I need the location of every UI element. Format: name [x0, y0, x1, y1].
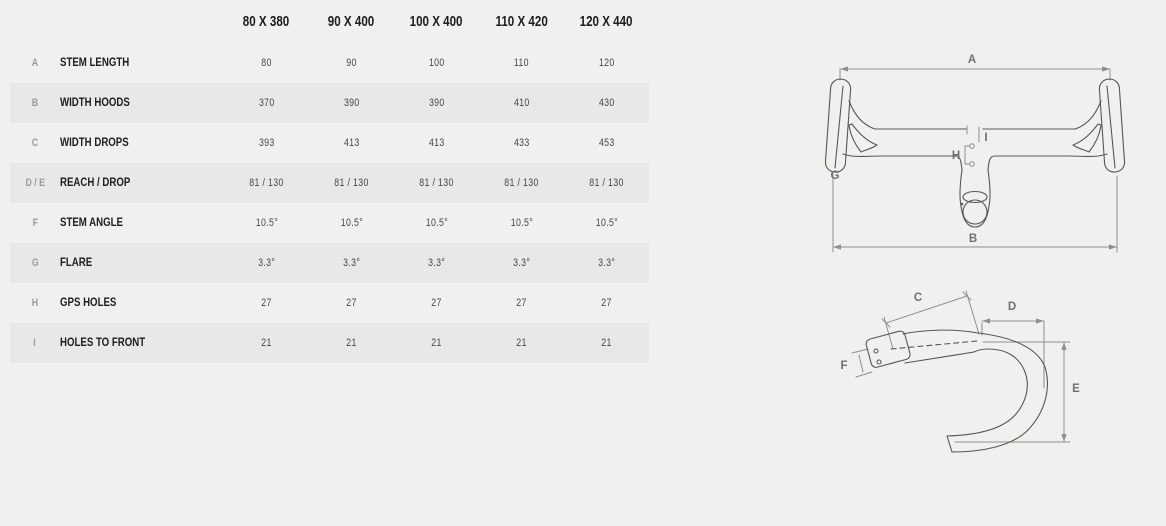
- row-label: HOLES TO FRONT: [60, 337, 146, 349]
- cell-value: 81 / 130: [419, 177, 454, 189]
- cell-value: 110: [514, 57, 529, 69]
- column-header-size-4: 110 X 420: [495, 13, 548, 30]
- column-header-size-1: 80 X 380: [243, 13, 290, 30]
- row-key: D / E: [25, 177, 45, 189]
- cell-value: 81 / 130: [249, 177, 284, 189]
- row-key: F: [32, 217, 38, 229]
- dimension-d-label: D: [1008, 301, 1016, 313]
- cell-value: 81 / 130: [334, 177, 369, 189]
- handlebar-side-outline: [865, 329, 1048, 453]
- cell-value: 90: [346, 57, 357, 69]
- cell-value: 433: [513, 137, 530, 149]
- cell-value: 413: [428, 137, 445, 149]
- row-key: C: [31, 137, 39, 149]
- cell-value: 430: [598, 97, 615, 109]
- dimension-d: D: [981, 301, 1045, 389]
- cell-value: 21: [346, 337, 357, 349]
- dimension-i: I: [966, 125, 988, 144]
- cell-value: 10.5°: [340, 217, 363, 229]
- row-label: GPS HOLES: [60, 297, 117, 309]
- dimension-b: B: [832, 173, 1118, 253]
- dimension-c: C: [881, 290, 980, 350]
- column-header-size-3: 100 X 400: [410, 13, 463, 30]
- table-row: B WIDTH HOODS 370 390 390 410 430: [10, 83, 649, 123]
- cell-value: 27: [601, 297, 612, 309]
- table-row: A STEM LENGTH 80 90 100 110 120: [10, 43, 649, 83]
- cell-value: 120: [598, 57, 615, 69]
- cell-value: 81 / 130: [589, 177, 624, 189]
- cell-value: 410: [513, 97, 530, 109]
- handlebar-spec-table: 80 X 380 90 X 400 100 X 400 110 X 420 12…: [10, 0, 649, 363]
- dimension-c-label: C: [914, 292, 922, 304]
- cell-value: 3.3°: [427, 257, 446, 269]
- row-label: STEM LENGTH: [60, 57, 130, 69]
- dimension-e: E: [954, 341, 1080, 443]
- cell-value: 3.3°: [597, 257, 616, 269]
- row-key: H: [31, 297, 39, 309]
- handlebar-top-outline: [824, 78, 1126, 228]
- table-row: D / E REACH / DROP 81 / 130 81 / 130 81 / 13…: [10, 163, 649, 203]
- cell-value: 81 / 130: [504, 177, 539, 189]
- cell-value: 370: [258, 97, 275, 109]
- dimension-h-label: H: [952, 150, 960, 162]
- table-row: I HOLES TO FRONT 21 21 21 21 21: [10, 323, 649, 363]
- cell-value: 27: [431, 297, 442, 309]
- row-key: B: [31, 97, 39, 109]
- cell-value: 21: [261, 337, 272, 349]
- cell-value: 27: [516, 297, 527, 309]
- cell-value: 453: [598, 137, 615, 149]
- cell-value: 10.5°: [255, 217, 278, 229]
- cell-value: 27: [346, 297, 357, 309]
- cell-value: 100: [428, 57, 445, 69]
- row-key: A: [31, 57, 39, 69]
- cell-value: 21: [601, 337, 612, 349]
- table-body: A STEM LENGTH 80 90 100 110 120 B WIDTH HOODS 370…: [10, 43, 649, 363]
- cell-value: 27: [261, 297, 272, 309]
- cell-value: 3.3°: [342, 257, 361, 269]
- table-header-row: 80 X 380 90 X 400 100 X 400 110 X 420 12…: [10, 0, 649, 43]
- table-row: F STEM ANGLE 10.5° 10.5° 10.5° 10.5° 10.5°: [10, 203, 649, 243]
- cell-value: 3.3°: [512, 257, 531, 269]
- handlebar-top-view-diagram: A B G I H: [824, 54, 1126, 253]
- cell-value: 10.5°: [510, 217, 533, 229]
- table-row: H GPS HOLES 27 27 27 27 27: [10, 283, 649, 323]
- cell-value: 390: [343, 97, 360, 109]
- handlebar-side-view-diagram: C D E F: [840, 290, 1080, 453]
- dimension-a-label: A: [968, 54, 976, 66]
- row-label: FLARE: [60, 257, 93, 269]
- cell-value: 21: [431, 337, 442, 349]
- row-key: G: [31, 257, 39, 269]
- cell-value: 3.3°: [257, 257, 276, 269]
- cell-value: 393: [258, 137, 275, 149]
- table-row: G FLARE 3.3° 3.3° 3.3° 3.3° 3.3°: [10, 243, 649, 283]
- dimension-b-label: B: [969, 233, 977, 245]
- row-label: REACH / DROP: [60, 177, 131, 189]
- dimension-i-label: I: [984, 132, 987, 144]
- column-header-size-2: 90 X 400: [328, 13, 375, 30]
- row-label: WIDTH DROPS: [60, 137, 129, 149]
- cell-value: 10.5°: [425, 217, 448, 229]
- dimension-f-label: F: [840, 360, 847, 372]
- row-label: STEM ANGLE: [60, 217, 123, 229]
- cell-value: 21: [516, 337, 527, 349]
- row-key: I: [33, 337, 37, 349]
- dimension-f: F: [840, 348, 873, 378]
- table-row: C WIDTH DROPS 393 413 413 433 453: [10, 123, 649, 163]
- cell-value: 413: [343, 137, 360, 149]
- dimension-a: A: [839, 54, 1111, 81]
- dimension-g-label: G: [831, 170, 840, 182]
- cell-value: 80: [261, 57, 272, 69]
- cell-value: 390: [428, 97, 445, 109]
- dimension-h: H: [952, 143, 975, 167]
- row-label: WIDTH HOODS: [60, 97, 130, 109]
- column-header-size-5: 120 X 440: [580, 13, 633, 30]
- dimension-e-label: E: [1072, 383, 1080, 395]
- cell-value: 10.5°: [595, 217, 618, 229]
